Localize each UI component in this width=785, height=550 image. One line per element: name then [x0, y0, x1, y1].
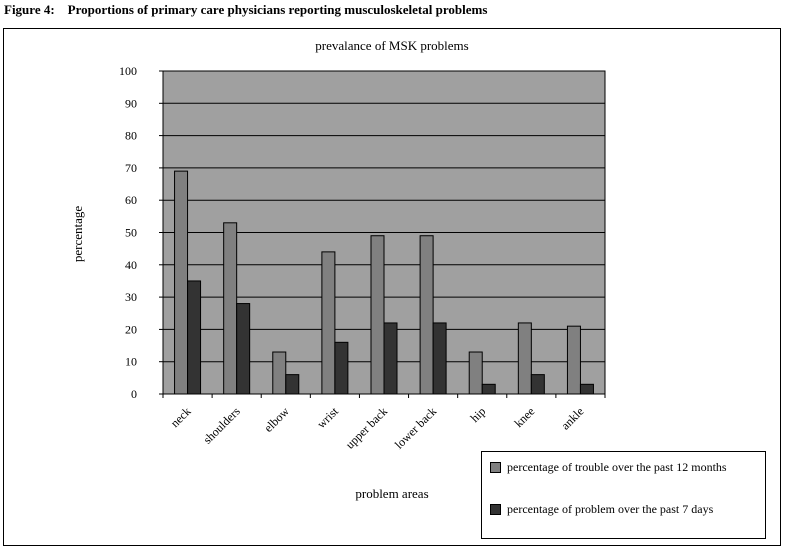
- bar-lower-back-s2: [432, 322, 447, 395]
- bar-knee-s2: [530, 374, 545, 395]
- y-tick-label: 90: [125, 96, 137, 110]
- bar-upper-back-s1: [370, 235, 385, 395]
- legend-label: percentage of trouble over the past 12 m…: [507, 460, 727, 474]
- bar-shoulders-s1: [223, 222, 238, 395]
- bar-neck-s1: [174, 170, 189, 395]
- legend-label: percentage of problem over the past 7 da…: [507, 502, 714, 516]
- figure-title: Figure 4: Proportions of primary care ph…: [4, 2, 488, 17]
- y-tick-label: 80: [125, 129, 137, 143]
- bar-wrist-s2: [334, 341, 349, 395]
- x-axis-label: problem areas: [355, 486, 428, 501]
- legend: percentage of trouble over the past 12 m…: [481, 451, 766, 539]
- bar-ankle-s1: [566, 325, 581, 395]
- y-tick-label: 30: [125, 290, 137, 304]
- chart-title: prevalance of MSK problems: [315, 38, 468, 53]
- y-tick-label: 70: [125, 161, 137, 175]
- legend-item-7-days: percentage of problem over the past 7 da…: [490, 502, 713, 517]
- bar-knee-s1: [517, 322, 532, 395]
- legend-swatch: [490, 462, 501, 473]
- y-tick-label: 0: [131, 387, 137, 401]
- y-tick-label: 10: [125, 355, 137, 369]
- y-tick-label: 20: [125, 322, 137, 336]
- bar-wrist-s1: [321, 251, 336, 395]
- x-axis-ticks: neck shoulders elbow wrist upper back lower b…: [162, 394, 606, 452]
- bar-hip-s2: [481, 383, 496, 395]
- y-tick-label: 60: [125, 193, 137, 207]
- y-tick-label: 50: [125, 226, 137, 240]
- legend-swatch: [490, 504, 501, 515]
- bar-elbow-s1: [272, 351, 287, 395]
- x-tick-label: ankle: [558, 404, 586, 432]
- bars: [174, 170, 594, 395]
- bar-lower-back-s1: [419, 235, 434, 395]
- x-tick-label: wrist: [314, 404, 341, 431]
- bar-neck-s2: [187, 280, 202, 395]
- y-tick-label: 100: [119, 64, 137, 78]
- x-tick-label: hip: [468, 404, 489, 425]
- bar-elbow-s2: [285, 374, 300, 395]
- x-tick-label: neck: [168, 404, 194, 430]
- x-tick-label: upper back: [343, 404, 390, 451]
- x-tick-label: elbow: [261, 404, 292, 435]
- x-tick-label: knee: [512, 404, 538, 430]
- legend-item-12-months: percentage of trouble over the past 12 m…: [490, 460, 727, 475]
- x-tick-label: shoulders: [200, 404, 243, 447]
- x-tick-label: lower back: [392, 404, 439, 451]
- y-tick-label: 40: [125, 258, 137, 272]
- bar-shoulders-s2: [236, 303, 251, 395]
- y-axis-ticks: 0 10 20 30 40 50 60 70 80 90 100: [119, 64, 163, 401]
- y-axis-label: percentage: [70, 206, 85, 263]
- bar-upper-back-s2: [383, 322, 398, 395]
- bar-ankle-s2: [579, 383, 594, 395]
- bar-hip-s1: [468, 351, 483, 395]
